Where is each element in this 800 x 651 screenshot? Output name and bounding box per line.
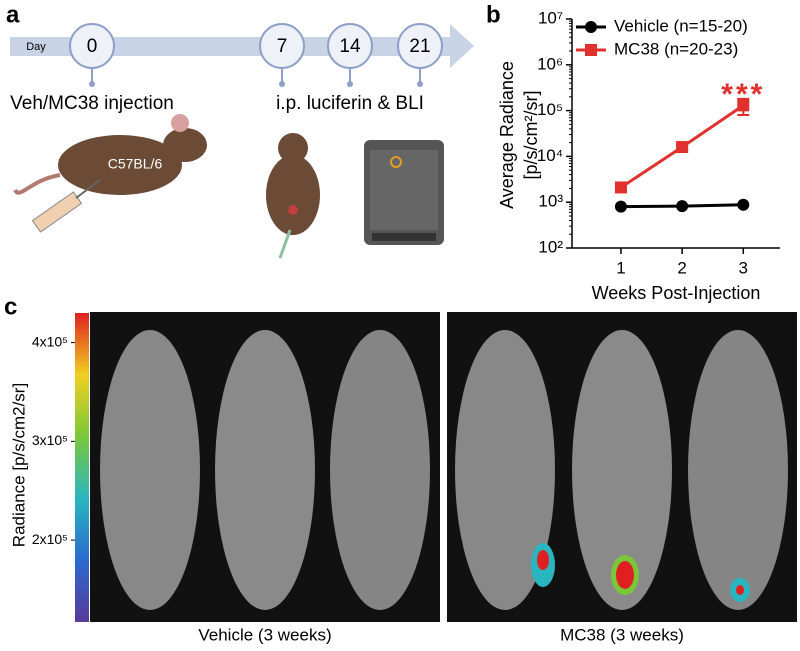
day-marker [259, 23, 305, 69]
marker [614, 200, 627, 213]
colorbar-tick-label: 2x10⁵ [32, 531, 68, 547]
panel-label: c [4, 293, 17, 320]
mouse-illustration [266, 133, 320, 259]
y-tick-label: 10⁶ [537, 54, 563, 73]
x-tick-label: 2 [677, 258, 686, 277]
legend-label: MC38 (n=20-23) [614, 39, 738, 58]
colorbar [75, 313, 89, 622]
marker [676, 200, 689, 213]
y-tick-label: 10⁵ [537, 100, 563, 119]
panel-label: a [6, 1, 20, 28]
event-label: i.p. luciferin & BLI [276, 93, 424, 114]
event-label: Veh/MC38 injection [10, 93, 174, 114]
day-label: 14 [339, 36, 361, 57]
x-tick-label: 3 [739, 258, 748, 277]
panel-label: b [486, 1, 501, 28]
y-axis-label: [p/s/cm²/sr] [521, 91, 541, 180]
day-marker [69, 23, 115, 69]
x-axis-label: Weeks Post-Injection [592, 283, 761, 303]
bli-image [90, 312, 440, 622]
strain-label: C57BL/6 [108, 156, 163, 172]
marker [614, 181, 627, 194]
day-label: 21 [409, 36, 430, 57]
legend-label: Vehicle (n=15-20) [614, 16, 748, 35]
mouse-illustration [13, 114, 207, 233]
day-marker [397, 23, 443, 69]
legend-marker [585, 44, 597, 56]
y-tick-label: 10⁷ [538, 8, 563, 27]
imager-illustration [364, 140, 444, 245]
colorbar-label: Radiance [p/s/cm2/sr] [9, 383, 28, 547]
marker [676, 141, 689, 154]
stem-dot [279, 81, 285, 87]
day-label: 7 [277, 36, 288, 57]
legend-marker [585, 21, 597, 33]
colorbar-tick-label: 3x10⁵ [32, 432, 68, 448]
bli-image [447, 312, 797, 622]
day-label: 0 [87, 36, 98, 57]
y-axis-label: Average Radiance [497, 61, 517, 209]
x-tick-label: 1 [616, 258, 625, 277]
colorbar-tick-label: 4x10⁵ [32, 333, 68, 349]
y-tick-label: 10² [538, 237, 563, 256]
stem-dot [347, 81, 353, 87]
image-caption: Vehicle (3 weeks) [198, 625, 331, 644]
y-tick-label: 10⁴ [537, 146, 563, 165]
stem-dot [417, 81, 423, 87]
day-marker [327, 23, 373, 69]
significance: *** [721, 78, 765, 111]
timeline-unit: Day [26, 41, 46, 53]
image-caption: MC38 (3 weeks) [560, 625, 684, 644]
stem-dot [89, 81, 95, 87]
marker [737, 99, 750, 112]
y-tick-label: 10³ [538, 192, 563, 211]
marker [737, 198, 750, 211]
